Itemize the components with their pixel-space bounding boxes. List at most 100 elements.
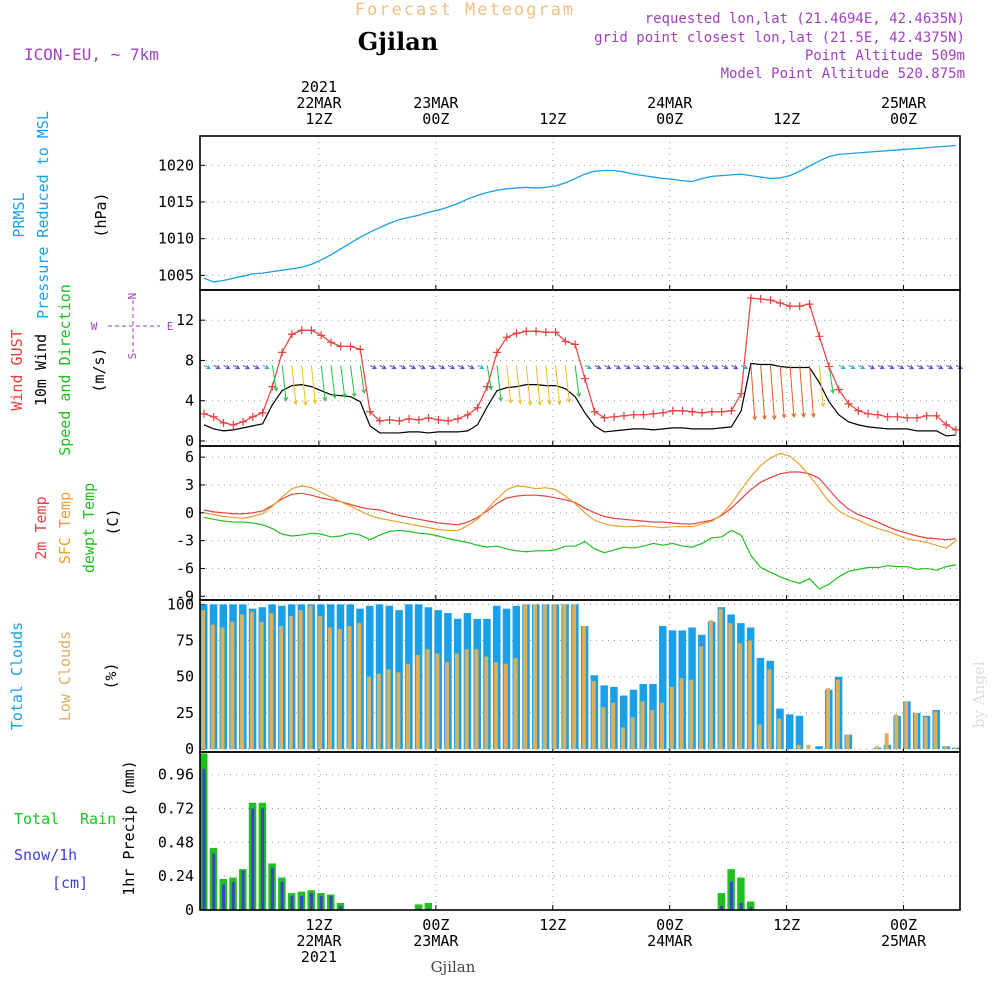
wind-arrow [564,365,572,404]
gust-marker [258,408,267,417]
gust-marker [717,407,726,416]
total-cloud-bar [619,695,628,750]
snow-bar [339,905,343,910]
wind-arrow [457,364,465,370]
snow-bar [319,895,323,910]
gust-marker [942,420,951,429]
gust-marker [932,411,941,420]
total-cloud-bar [659,626,667,750]
snow-bar [729,881,733,910]
gust-marker [805,300,814,309]
gust-marker [463,410,472,419]
sfc-label: SFC Temp [56,492,74,564]
wind-arrow [848,364,856,370]
wind-arrow [203,364,211,370]
y-tick-label: 0 [185,432,194,450]
gust-marker [776,299,785,308]
low-cloud-bar [601,707,606,750]
gust-marker [854,406,863,415]
low-cloud-bar [562,604,567,750]
snow-bar [222,884,226,910]
wind-arrow [535,365,543,406]
gust-marker [375,416,384,425]
low-cloud-bar [874,746,879,750]
low-cloud-bar [503,663,508,750]
y-tick-label: -3 [176,532,194,550]
wind-arrow [936,364,944,370]
low-cloud-bar [367,676,372,750]
low-cloud-bar [738,643,743,750]
panel-frame [199,289,961,447]
gust-marker [278,348,287,357]
gust-marker [522,327,531,336]
time-bottom-label: 22MAR [296,932,342,950]
wind-arrow [340,365,347,399]
wind-arrow [633,364,641,370]
wind-arrow [779,365,787,419]
panel-clouds: 0 25 50 75 100 [167,595,961,758]
wind-arrow [653,364,661,370]
snow-bar [270,867,274,910]
wind-dir-label: Speed and Direction [56,284,74,456]
low-cloud-bar [357,623,362,750]
wind-arrow [223,364,231,370]
wind-arrow [525,365,533,406]
precip-unit: 1hr Precip (mm) [120,760,138,895]
wind-label: 10m Wind [32,334,50,406]
gust-marker [912,413,921,422]
wind-arrow [291,365,298,406]
compass-w: W [91,320,98,333]
clouds-unit: (%) [102,662,120,689]
gust-marker [366,407,375,416]
wind-arrow [916,364,924,370]
gust-marker [385,415,394,424]
wind-arrow [438,364,446,370]
low-cloud-bar [884,733,889,750]
snow-bar [309,893,313,910]
gridpoint-coords: grid point closest lon,lat (21.5E, 42.43… [594,30,965,46]
low-cloud-bar [953,747,957,750]
wind-arrow [809,365,816,418]
rain-bar [737,877,745,910]
sfc-temp-line [203,452,957,549]
wind-arrow [301,365,308,406]
gust-marker [698,408,707,417]
gust-marker [336,342,345,351]
wind-arrow [496,365,503,402]
gust-marker [444,416,453,425]
low-cloud-bar [591,681,596,750]
y-tick-label: 50 [176,668,194,686]
wind-arrow [692,364,700,370]
wind-arrow [946,364,954,370]
gust-marker [659,408,668,417]
low-cloud-bar [689,679,694,750]
wind-arrow [262,364,270,370]
wind-arrow [418,364,426,370]
time-top-label: 23MAR [413,94,459,112]
gust-marker [629,410,638,419]
gust-marker [619,411,628,420]
time-bottom-label: 12Z [305,916,332,934]
gust-marker [248,412,257,421]
gust-marker [395,416,404,425]
rain-bar [414,904,423,910]
y-tick-label: 1010 [158,230,194,248]
y-tick-label: -6 [176,559,194,577]
low-cloud-bar [826,688,831,750]
y-tick-label: 0.72 [158,799,194,817]
low-cloud-bar [406,663,411,750]
low-cloud-bar [318,615,323,750]
y-tick-label: 1015 [158,193,194,211]
gust-marker [209,412,218,421]
gust-marker [893,412,902,421]
y-tick-label: 6 [185,448,194,466]
time-bottom-label: 00Z [422,916,449,934]
total-cloud-bar [795,715,804,750]
gust-marker [873,410,882,419]
gust-marker [649,409,658,418]
wind-arrow [271,365,279,392]
gust-marker [405,414,414,423]
gust-line [203,297,957,431]
low-cloud-bar [298,610,303,750]
